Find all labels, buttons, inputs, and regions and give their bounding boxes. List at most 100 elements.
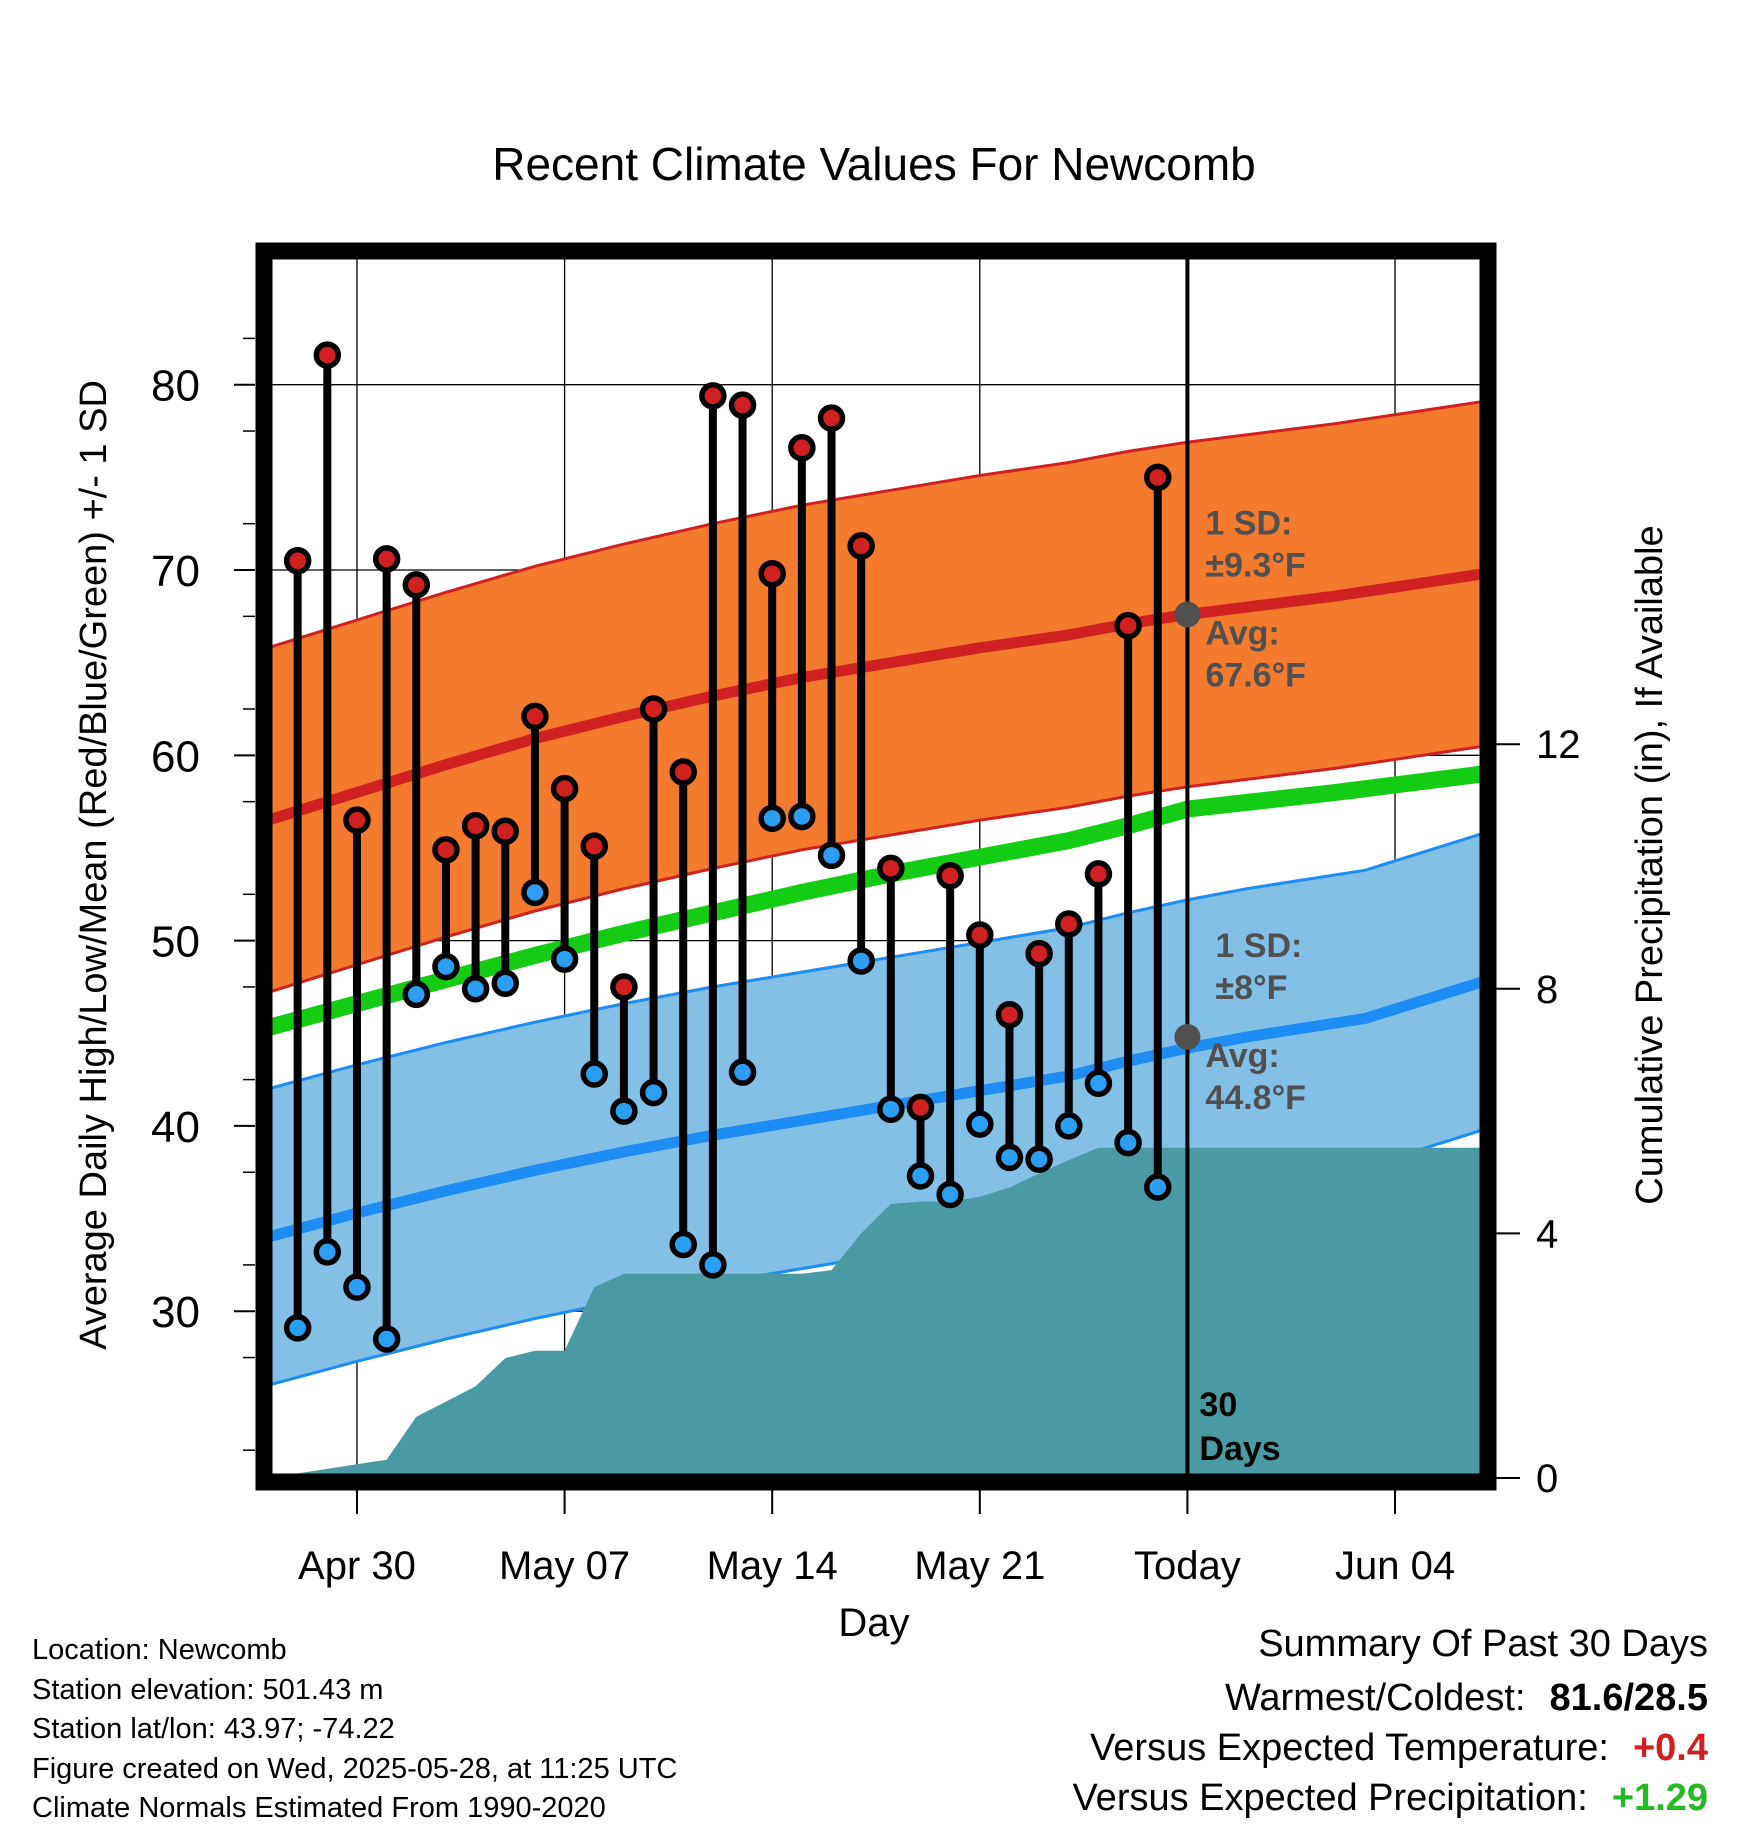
info-latlon: Station lat/lon: 43.97; -74.22 (32, 1713, 395, 1745)
high-point-12 (610, 973, 638, 1001)
low-point-3 (343, 1273, 371, 1301)
summary-precip-row: Versus Expected Precipitation: +1.29 (1072, 1777, 1708, 1820)
high-point-27 (1055, 910, 1083, 938)
info-created: Figure created on Wed, 2025-05-28, at 11… (32, 1753, 678, 1785)
high-point-1 (283, 547, 312, 575)
high-avg-value: 67.6°F (1205, 656, 1306, 694)
info-location: Location: Newcomb (32, 1634, 287, 1666)
low-point-29 (1114, 1128, 1142, 1157)
high-point-15 (699, 382, 727, 410)
high-point-10 (550, 774, 579, 803)
info-normals: Climate Normals Estimated From 1990-2020 (32, 1792, 606, 1824)
low-avg-value: 44.8°F (1205, 1079, 1306, 1117)
x-axis-label: Day (838, 1601, 909, 1645)
info-elevation: Station elevation: 501.43 m (32, 1674, 384, 1706)
high-sd-label: 1 SD: (1205, 504, 1292, 542)
summary-warmest-row: Warmest/Coldest: 81.6/28.5 (1225, 1677, 1708, 1720)
summary-precip-label: Versus Expected Precipitation: (1072, 1777, 1588, 1819)
low-point-21 (877, 1095, 905, 1123)
summary-precip-value: +1.29 (1611, 1777, 1708, 1819)
high-point-29 (1114, 611, 1142, 640)
today-high-avg-marker (1174, 601, 1201, 628)
summary-title: Summary Of Past 30 Days (1258, 1623, 1708, 1665)
low-point-18 (788, 802, 816, 831)
high-point-28 (1084, 860, 1113, 888)
normal-mean-line (268, 765, 1484, 1036)
low-point-26 (1025, 1145, 1053, 1174)
high-point-23 (936, 862, 964, 890)
high-point-19 (817, 404, 846, 432)
low-point-11 (580, 1060, 608, 1088)
x-tick-label-3: May 21 (914, 1544, 1045, 1588)
low-point-12 (610, 1097, 638, 1125)
high-point-8 (491, 817, 520, 846)
low-point-7 (461, 975, 490, 1003)
plot-area: 1 SD: ±9.3°F Avg: 67.6°F 1 SD: ±8°F Avg: 44.8°F… (268, 255, 1484, 1478)
precip-area (268, 1147, 1484, 1478)
today-count-label: 30 (1199, 1386, 1237, 1424)
low-sd-label: 1 SD: (1215, 927, 1302, 965)
y2-tick-label-4: 4 (1536, 1212, 1558, 1256)
y-tick-label-70: 70 (151, 547, 200, 596)
low-point-13 (639, 1078, 668, 1107)
normal-high-band (268, 401, 1484, 993)
high-point-11 (580, 832, 608, 860)
high-point-16 (728, 391, 757, 419)
summary-temp-value: +0.4 (1632, 1727, 1708, 1769)
chart-title: Recent Climate Values For Newcomb (492, 138, 1256, 190)
low-point-5 (402, 980, 431, 1009)
low-point-2 (313, 1238, 342, 1266)
low-point-4 (372, 1325, 401, 1353)
summary-warmest-value: 81.6/28.5 (1549, 1677, 1708, 1719)
high-point-22 (906, 1093, 935, 1122)
low-point-23 (936, 1180, 964, 1209)
today-low-avg-marker (1174, 1023, 1201, 1050)
plot-frame (255, 242, 1497, 1491)
low-point-15 (699, 1251, 727, 1279)
summary-temp-row: Versus Expected Temperature: +0.4 (1090, 1727, 1708, 1770)
high-point-17 (758, 559, 786, 588)
low-point-14 (669, 1230, 697, 1259)
low-point-19 (817, 841, 846, 870)
high-point-14 (669, 758, 697, 786)
low-point-27 (1055, 1112, 1083, 1140)
high-point-3 (343, 806, 371, 834)
low-sd-value: ±8°F (1215, 969, 1287, 1007)
low-point-10 (550, 945, 579, 973)
normal-high-lower-edge (268, 744, 1484, 994)
low-point-17 (758, 804, 786, 833)
y-tick-label-40: 40 (151, 1103, 200, 1152)
high-avg-label: Avg: (1205, 614, 1279, 652)
low-point-16 (728, 1058, 757, 1086)
high-sd-value: ±9.3°F (1205, 546, 1305, 584)
low-point-25 (995, 1143, 1024, 1172)
low-point-6 (432, 952, 460, 981)
x-tick-label-1: May 07 (499, 1544, 630, 1588)
y2-axis-label: Cumulative Precipitation (in), If Availa… (1629, 525, 1671, 1204)
x-tick-label-5: Jun 04 (1335, 1544, 1455, 1588)
high-point-7 (461, 811, 490, 840)
high-point-2 (313, 341, 342, 369)
y-tick-label-80: 80 (151, 362, 200, 411)
y-tick-label-60: 60 (151, 732, 200, 781)
today-days-label: Days (1199, 1430, 1280, 1468)
high-point-30 (1144, 463, 1172, 492)
high-point-21 (877, 854, 905, 883)
y-tick-label-30: 30 (151, 1288, 200, 1337)
normal-high-upper-edge (268, 399, 1484, 650)
low-avg-label: Avg: (1205, 1037, 1279, 1075)
high-point-20 (847, 532, 875, 560)
high-point-4 (372, 545, 401, 573)
y-tick-label-50: 50 (151, 918, 200, 967)
low-point-24 (966, 1110, 994, 1138)
low-point-9 (521, 878, 549, 907)
low-point-1 (283, 1314, 312, 1342)
low-point-20 (847, 947, 875, 975)
high-point-9 (521, 702, 549, 731)
x-tick-label-2: May 14 (707, 1544, 838, 1588)
high-point-5 (402, 571, 431, 599)
high-point-24 (966, 921, 994, 949)
low-point-22 (906, 1162, 935, 1190)
high-point-6 (432, 836, 460, 864)
